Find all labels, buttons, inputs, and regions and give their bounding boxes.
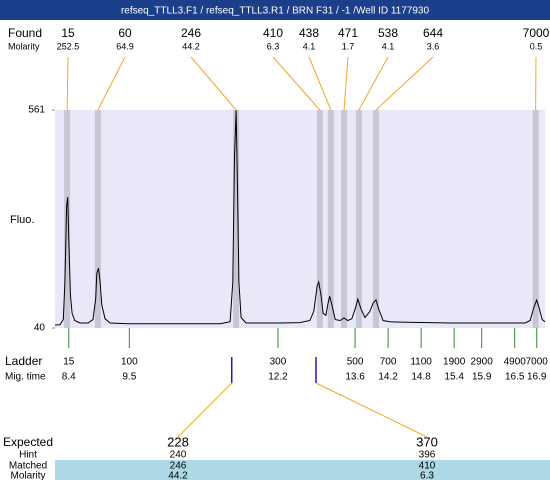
expected-size: 228 bbox=[167, 434, 189, 449]
molarity-label: Molarity bbox=[8, 41, 40, 51]
expected-leader bbox=[315, 382, 428, 438]
found-molarity: 0.5 bbox=[530, 41, 543, 51]
header-bar bbox=[0, 0, 550, 20]
header-title: refseq_TTLL3.F1 / refseq_TTLL3.R1 / BRN … bbox=[121, 6, 430, 17]
peak-leader bbox=[66, 56, 69, 111]
found-size: 410 bbox=[263, 26, 283, 40]
ladder-size: 700 bbox=[380, 357, 397, 368]
expected-hint: 240 bbox=[170, 450, 187, 461]
ladder-time: 12.2 bbox=[268, 372, 288, 383]
ladder-size: 2900 bbox=[471, 357, 494, 368]
ladder-time: 16.5 bbox=[505, 372, 525, 383]
ladder-size: 1900 bbox=[443, 357, 466, 368]
peak-leader bbox=[272, 56, 321, 111]
found-molarity: 4.1 bbox=[382, 41, 395, 51]
peak-band bbox=[532, 110, 539, 328]
ladder-time: 15.9 bbox=[472, 372, 492, 383]
expected-label: Expected bbox=[3, 435, 53, 449]
ladder-time: 14.2 bbox=[378, 372, 398, 383]
ladder-time: 9.5 bbox=[122, 372, 136, 383]
found-size: 438 bbox=[299, 26, 319, 40]
trace-line bbox=[54, 110, 546, 326]
mig-time-label: Mig. time bbox=[5, 372, 46, 383]
plot-area bbox=[55, 110, 545, 328]
found-molarity: 252.5 bbox=[57, 41, 80, 51]
found-molarity: 64.9 bbox=[116, 41, 134, 51]
found-molarity: 44.2 bbox=[182, 41, 200, 51]
found-size: 538 bbox=[378, 26, 398, 40]
peak-band bbox=[94, 110, 101, 328]
peak-leader bbox=[358, 56, 389, 111]
ladder-time: 15.4 bbox=[444, 372, 464, 383]
ladder-size: 100 bbox=[121, 357, 138, 368]
peak-leader bbox=[343, 56, 349, 111]
expected-molarity: 44.2 bbox=[168, 471, 188, 480]
expected-molarity-label: Molarity bbox=[10, 471, 45, 480]
expected-matched: 246 bbox=[170, 461, 187, 472]
ladder-time: 14.8 bbox=[411, 372, 431, 383]
found-size: 471 bbox=[338, 26, 358, 40]
hint-label: Hint bbox=[19, 450, 37, 461]
peak-band bbox=[64, 110, 71, 328]
ladder-size: 15 bbox=[63, 357, 75, 368]
ladder-time: 16.9 bbox=[527, 372, 547, 383]
peak-band bbox=[233, 110, 240, 328]
ladder-size: 500 bbox=[347, 357, 364, 368]
expected-hint: 396 bbox=[419, 450, 436, 461]
expected-matched: 410 bbox=[419, 461, 436, 472]
expected-molarity: 6.3 bbox=[420, 471, 434, 480]
ladder-size: 7000 bbox=[526, 357, 549, 368]
expected-leader bbox=[177, 382, 233, 438]
y-tick-label: 40 bbox=[34, 323, 46, 334]
expected-size: 370 bbox=[416, 434, 438, 449]
peak-leader bbox=[97, 56, 126, 111]
peak-band bbox=[355, 110, 362, 328]
found-size: 60 bbox=[118, 26, 132, 40]
found-label: Found bbox=[8, 26, 42, 40]
peak-leader bbox=[190, 56, 237, 111]
found-molarity: 6.3 bbox=[267, 41, 280, 51]
found-size: 246 bbox=[181, 26, 201, 40]
peak-leader bbox=[308, 56, 332, 111]
y-axis-label: Fluo. bbox=[10, 214, 34, 226]
found-size: 644 bbox=[423, 26, 443, 40]
y-tick-label: 561 bbox=[28, 105, 45, 116]
ladder-size: 4900 bbox=[504, 357, 527, 368]
found-molarity: 1.7 bbox=[342, 41, 355, 51]
ladder-time: 8.4 bbox=[62, 372, 76, 383]
peak-band bbox=[316, 110, 323, 328]
found-molarity: 4.1 bbox=[303, 41, 316, 51]
peak-band bbox=[341, 110, 348, 328]
ladder-size: 1100 bbox=[410, 357, 432, 368]
ladder-label: Ladder bbox=[5, 354, 42, 368]
ladder-size: 300 bbox=[270, 357, 287, 368]
found-molarity: 3.6 bbox=[427, 41, 440, 51]
found-size: 7000 bbox=[523, 26, 550, 40]
matched-row-bg bbox=[55, 460, 550, 480]
matched-label: Matched bbox=[9, 461, 47, 472]
found-size: 15 bbox=[61, 26, 75, 40]
peak-band bbox=[327, 110, 334, 328]
peak-leader bbox=[375, 56, 434, 111]
peak-band bbox=[372, 110, 379, 328]
ladder-time: 13.6 bbox=[345, 372, 365, 383]
